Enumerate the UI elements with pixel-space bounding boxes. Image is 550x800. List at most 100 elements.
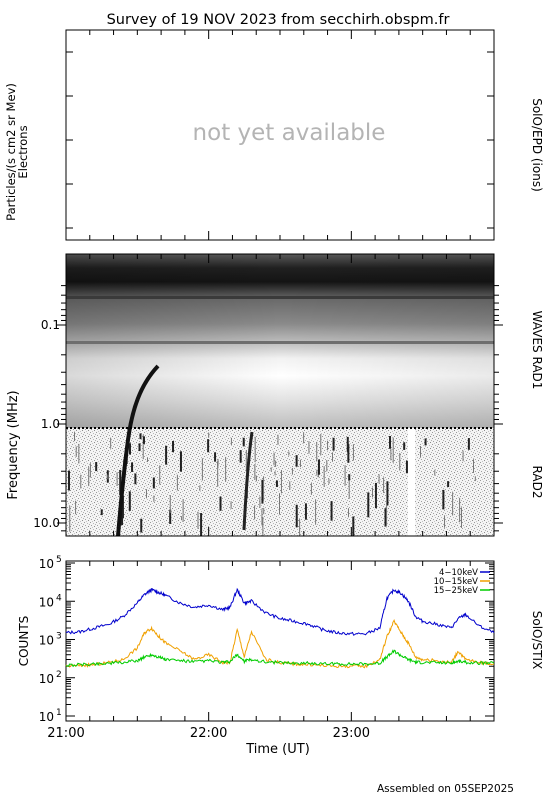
rad2-burst-streak — [254, 505, 256, 520]
rad2-burst-streak — [315, 499, 317, 525]
rad2-burst-streak — [384, 508, 387, 527]
rad2-burst-streak — [347, 508, 349, 518]
rad2-burst-streak — [374, 482, 377, 509]
rad2-burst-streak — [88, 467, 90, 487]
waves-ytick-1-0: 1.0 — [41, 417, 60, 431]
rad2-burst-streak — [139, 433, 142, 440]
rad2-burst-streak — [128, 491, 131, 511]
x-axis-label: Time (UT) — [245, 742, 310, 757]
rad2-burst-streak — [159, 465, 161, 485]
stix-ytick-label: 10 — [39, 672, 54, 686]
rad2-burst-streak — [462, 450, 464, 462]
rad2-burst-streak — [201, 458, 203, 481]
rad2-burst-streak — [304, 503, 307, 520]
rad2-burst-streak — [386, 505, 388, 526]
stix-frame — [65, 560, 495, 722]
rad2-burst-streak — [371, 487, 373, 498]
waves-ylabel: Frequency (MHz) — [6, 390, 21, 499]
rad2-burst-streak — [199, 485, 201, 491]
rad2-burst-streak — [261, 508, 263, 526]
stix-series-line — [65, 619, 495, 669]
rad2-burst-streak — [367, 492, 370, 518]
rad2-burst-streak — [239, 450, 242, 463]
rad2-burst-streak — [323, 466, 325, 487]
rad2-burst-streak — [225, 456, 227, 482]
rad2-burst-streak — [291, 467, 293, 475]
stix-ytick-label: 10 — [39, 634, 54, 648]
rad2-burst-streak — [275, 480, 278, 488]
x-tick-label: 23:00 — [333, 726, 370, 741]
rad2-burst-streak — [316, 469, 318, 476]
stix-right-label: SolO/STIX — [530, 611, 544, 670]
rad2-burst-streak — [182, 498, 184, 522]
stix-ytick-label: 10 — [39, 557, 54, 571]
rad2-spectrogram — [66, 428, 494, 536]
rad2-burst-streak — [403, 442, 406, 450]
rad2-burst-streak — [142, 436, 145, 444]
rad2-burst-streak — [452, 492, 454, 516]
rad2-burst-streak — [200, 513, 203, 536]
rad2-burst-streak — [152, 477, 155, 489]
rad2-burst-streak — [474, 476, 476, 482]
rad2-burst-streak — [420, 446, 422, 458]
waves-ticks — [57, 254, 503, 536]
rad2-burst-streak — [331, 452, 333, 462]
rad2-burst-streak — [273, 452, 275, 466]
rad2-burst-streak — [140, 518, 143, 533]
rad2-burst-streak — [69, 505, 71, 532]
epd-right-label: SolO/EPD (ions) — [530, 98, 544, 192]
rad2-burst-streak — [392, 437, 394, 463]
rad2-burst-streak — [119, 469, 122, 496]
rad2-burst-streak — [207, 439, 210, 453]
type-iii-burst — [116, 364, 160, 536]
rad2-burst-streak — [121, 495, 124, 519]
rad2-burst-streak — [263, 507, 265, 515]
rad2-burst-streak — [179, 451, 182, 472]
rad2-burst-streak — [352, 516, 355, 536]
rad2-burst-streak — [262, 517, 264, 536]
waves-ytick-10-0: 10.0 — [33, 516, 60, 530]
rad2-burst-streak — [165, 445, 168, 465]
epd-ylabel-line2: Electrons — [16, 125, 30, 178]
rad2-burst-streak — [399, 452, 401, 471]
rad2-burst-streak — [344, 465, 346, 486]
epd-placeholder: not yet available — [193, 120, 386, 146]
stix-ytick-exponent: 4 — [56, 593, 62, 603]
stix-ytick-exponent: 1 — [56, 708, 62, 718]
epd-ticks — [65, 30, 495, 240]
footer-assembled: Assembled on 05SEP2025 — [377, 783, 514, 795]
rad2-burst-streak — [68, 470, 71, 491]
rad2-burst-streak — [347, 443, 350, 463]
epd-ylabel-line1: Particles/(s cm2 sr Mev) — [4, 83, 18, 221]
rad2-burst-streak — [288, 451, 290, 456]
rad2-burst-streak — [107, 474, 109, 480]
rad2-burst-streak — [134, 473, 137, 485]
rad2-burst-streak — [217, 461, 219, 487]
waves-right-label-rad2: RAD2 — [530, 466, 544, 499]
stix-lines — [65, 587, 495, 669]
epd-frame — [65, 29, 495, 241]
rad2-burst-streak — [424, 438, 427, 446]
rad2-burst-streak — [348, 474, 351, 481]
rad2-burst-streak — [390, 448, 392, 461]
x-tick-labels: 21:00 22:00 23:00 — [47, 726, 370, 741]
stix-ytick-exponent: 5 — [56, 555, 62, 565]
rad2-burst-streak — [261, 479, 264, 504]
rad2-burst-streak — [280, 469, 282, 494]
rad2-burst-streak — [214, 452, 217, 462]
rad2-burst-streak — [295, 504, 298, 528]
legend-label: 4−10keV — [439, 568, 478, 578]
rad2-burst-streak — [116, 472, 118, 486]
stix-ytick-exponent: 3 — [56, 632, 62, 642]
rad2-burst-streak — [389, 436, 392, 449]
rad2-burst-streak — [310, 483, 312, 495]
rad2-burst-streak — [254, 436, 256, 463]
rad2-burst-streak — [308, 441, 310, 454]
rad2-burst-streak — [316, 441, 318, 462]
x-tick-label: 21:00 — [47, 726, 84, 741]
rad2-burst-streak — [442, 489, 445, 510]
stix-ytick-label: 10 — [39, 595, 54, 609]
